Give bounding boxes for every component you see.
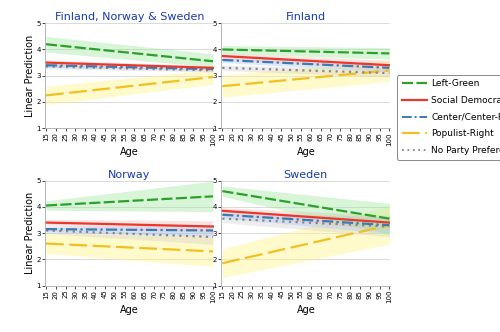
- X-axis label: Age: Age: [120, 147, 139, 157]
- Legend: Left-Green, Social Democratic, Center/Center-Right, Populist-Right, No Party Pre: Left-Green, Social Democratic, Center/Ce…: [397, 75, 500, 160]
- X-axis label: Age: Age: [120, 304, 139, 315]
- X-axis label: Age: Age: [296, 147, 315, 157]
- Title: Norway: Norway: [108, 170, 150, 180]
- Title: Sweden: Sweden: [284, 170, 328, 180]
- X-axis label: Age: Age: [296, 304, 315, 315]
- Y-axis label: Linear Prediction: Linear Prediction: [25, 192, 35, 274]
- Y-axis label: Linear Prediction: Linear Prediction: [25, 35, 35, 117]
- Title: Finland: Finland: [286, 13, 326, 23]
- Title: Finland, Norway & Sweden: Finland, Norway & Sweden: [55, 13, 204, 23]
